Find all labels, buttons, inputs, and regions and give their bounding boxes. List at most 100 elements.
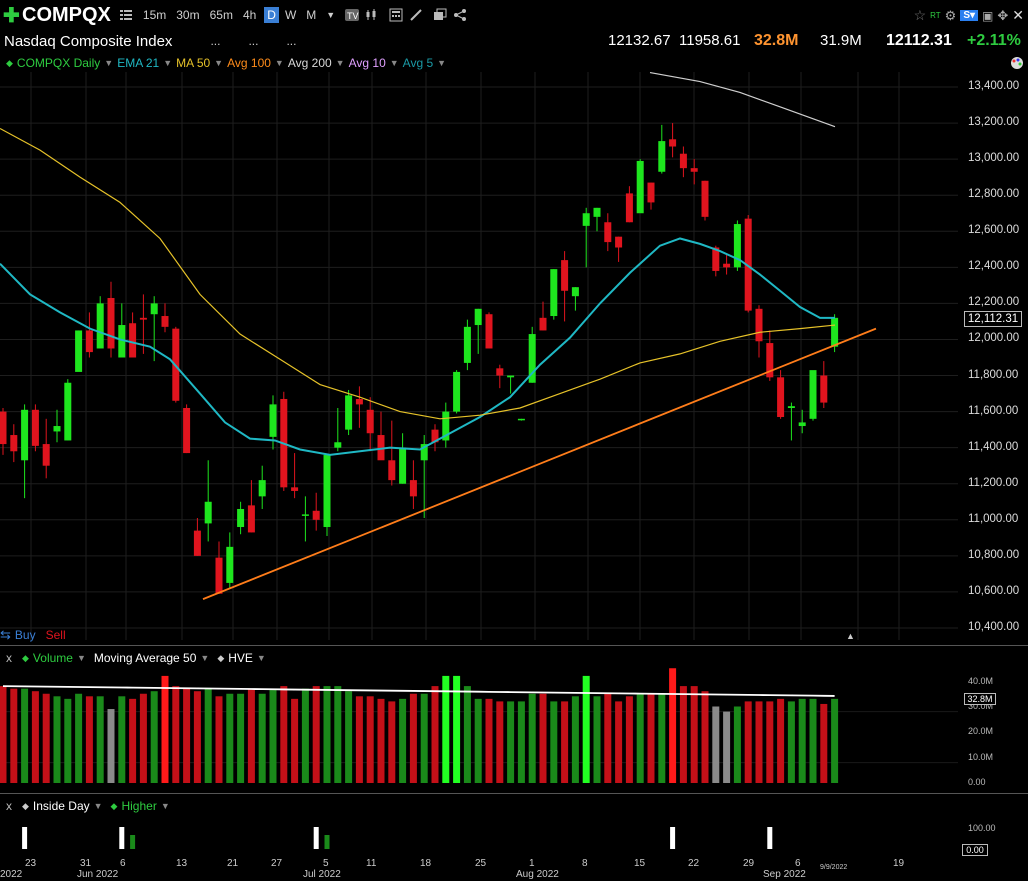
- volume-bar: [31, 691, 39, 783]
- legend-dropdown-icon[interactable]: ▼: [163, 58, 173, 68]
- legend-dropdown-icon[interactable]: ▼: [335, 58, 345, 68]
- timeframe-65m[interactable]: 65m: [209, 8, 233, 22]
- x-axis-day-label: 19: [893, 858, 905, 869]
- candle-body: [204, 501, 212, 524]
- timeframe-weekly[interactable]: W: [284, 8, 297, 22]
- volume-chart[interactable]: [0, 666, 958, 792]
- volume-close-icon[interactable]: x: [6, 651, 12, 665]
- legend-caret-icon[interactable]: ◆: [6, 57, 13, 68]
- inside-day-close-icon[interactable]: x: [6, 799, 12, 813]
- palette-icon[interactable]: [1010, 56, 1024, 70]
- draw-pencil-icon[interactable]: [409, 8, 423, 22]
- higher-label[interactable]: Higher: [121, 799, 157, 813]
- legend-dropdown-icon[interactable]: ▼: [274, 58, 284, 68]
- legend-item-ma50[interactable]: MA 50: [176, 56, 211, 70]
- candle: [409, 460, 417, 509]
- timeframe-dropdown-icon[interactable]: ▼: [326, 10, 336, 20]
- ma50-volume-label[interactable]: Moving Average 50: [93, 651, 197, 665]
- price-chart[interactable]: [0, 72, 958, 640]
- inside-day-label[interactable]: Inside Day: [32, 799, 90, 813]
- candle: [312, 492, 320, 531]
- legend-dropdown-icon[interactable]: ▼: [437, 58, 447, 68]
- legend-item-ema21[interactable]: EMA 21: [117, 56, 160, 70]
- legend-item-price[interactable]: COMPQX Daily: [16, 56, 101, 70]
- rt-icon[interactable]: RT: [930, 11, 941, 20]
- candle-body: [582, 213, 590, 226]
- candle-body: [366, 409, 374, 434]
- volume-bar: [766, 701, 774, 783]
- legend-item-avg200[interactable]: Avg 200: [287, 56, 332, 70]
- settings-icon[interactable]: ⚙: [944, 7, 957, 23]
- legend-item-avg100[interactable]: Avg 100: [227, 56, 271, 70]
- volume-bar: [820, 703, 828, 783]
- timeframe-30m[interactable]: 30m: [176, 8, 200, 22]
- legend-dropdown-icon[interactable]: ▼: [389, 58, 399, 68]
- volume-bar: [669, 668, 677, 783]
- x-axis-day-label: 6: [795, 858, 801, 869]
- quote-avg-volume: 31.9M: [820, 32, 862, 49]
- candle: [345, 389, 353, 436]
- candle: [442, 402, 450, 448]
- hve-caret-icon[interactable]: ◆: [217, 652, 225, 663]
- layers-icon[interactable]: [433, 8, 447, 22]
- legend-dropdown-icon[interactable]: ▼: [214, 58, 224, 68]
- candle-body: [766, 343, 774, 378]
- quote-low: 11958.61: [679, 32, 741, 49]
- dots-1[interactable]: ...: [210, 34, 221, 48]
- legend-dropdown-icon[interactable]: ▼: [104, 58, 114, 68]
- timeframe-monthly[interactable]: M: [306, 8, 317, 22]
- volume-bar: [75, 693, 83, 783]
- dots-3[interactable]: ...: [286, 34, 297, 48]
- candle: [334, 407, 342, 452]
- inside-day-chart[interactable]: [0, 815, 958, 855]
- symbol-label[interactable]: COMPQX: [22, 3, 111, 26]
- close-icon[interactable]: ✕: [1012, 7, 1024, 23]
- star-icon[interactable]: ☆: [913, 7, 927, 23]
- candle: [388, 420, 396, 486]
- move-icon[interactable]: ✥: [997, 7, 1009, 23]
- timeframe-15m[interactable]: 15m: [142, 8, 167, 22]
- quote-last: 12112.31: [886, 32, 952, 49]
- volume-bar: [809, 698, 817, 783]
- volume-bar: [215, 696, 223, 783]
- higher-caret-icon[interactable]: ◆: [110, 800, 118, 811]
- volume-caret-icon[interactable]: ◆: [22, 652, 29, 663]
- tradingview-icon[interactable]: TV: [345, 8, 360, 22]
- candle: [507, 375, 515, 394]
- pane-divider[interactable]: [0, 645, 1028, 646]
- chart-type-icon[interactable]: [365, 8, 379, 22]
- buy-button[interactable]: Buy: [14, 628, 36, 642]
- candle: [690, 159, 698, 185]
- volume-bar: [0, 686, 7, 783]
- candle-body: [215, 557, 223, 594]
- pane-divider[interactable]: [0, 793, 1028, 794]
- inside-day-caret-icon[interactable]: ◆: [22, 800, 29, 811]
- hve-label[interactable]: HVE: [228, 651, 253, 665]
- inside-day-dropdown-icon[interactable]: ▼: [93, 801, 103, 811]
- volume-dropdown-icon[interactable]: ▼: [76, 653, 86, 663]
- s-dropdown-icon[interactable]: S▾: [960, 10, 979, 21]
- volume-bar: [571, 696, 579, 783]
- volume-bar: [42, 693, 50, 783]
- timeframe-daily[interactable]: D: [264, 7, 279, 23]
- save-icon[interactable]: ▣: [982, 8, 994, 23]
- share-icon[interactable]: [453, 8, 467, 22]
- calculator-icon[interactable]: [389, 8, 403, 22]
- scroll-up-icon[interactable]: ▲: [846, 631, 855, 641]
- legend-item-avg5[interactable]: Avg 5: [402, 56, 434, 70]
- timeframe-4h[interactable]: 4h: [242, 8, 257, 22]
- volume-label[interactable]: Volume: [32, 651, 73, 665]
- x-axis-day-label: 8: [582, 858, 588, 869]
- list-icon[interactable]: [119, 8, 133, 22]
- dots-2[interactable]: ...: [248, 34, 259, 48]
- candle: [496, 364, 504, 389]
- add-symbol-icon[interactable]: ✚: [3, 4, 20, 27]
- trade-icon[interactable]: ⇆: [0, 627, 11, 642]
- sell-button[interactable]: Sell: [45, 628, 66, 642]
- candle: [355, 386, 363, 428]
- ma50-volume-dropdown-icon[interactable]: ▼: [200, 653, 210, 663]
- candle-body: [345, 395, 353, 430]
- higher-dropdown-icon[interactable]: ▼: [160, 801, 170, 811]
- hve-dropdown-icon[interactable]: ▼: [256, 653, 266, 663]
- legend-item-avg10[interactable]: Avg 10: [348, 56, 386, 70]
